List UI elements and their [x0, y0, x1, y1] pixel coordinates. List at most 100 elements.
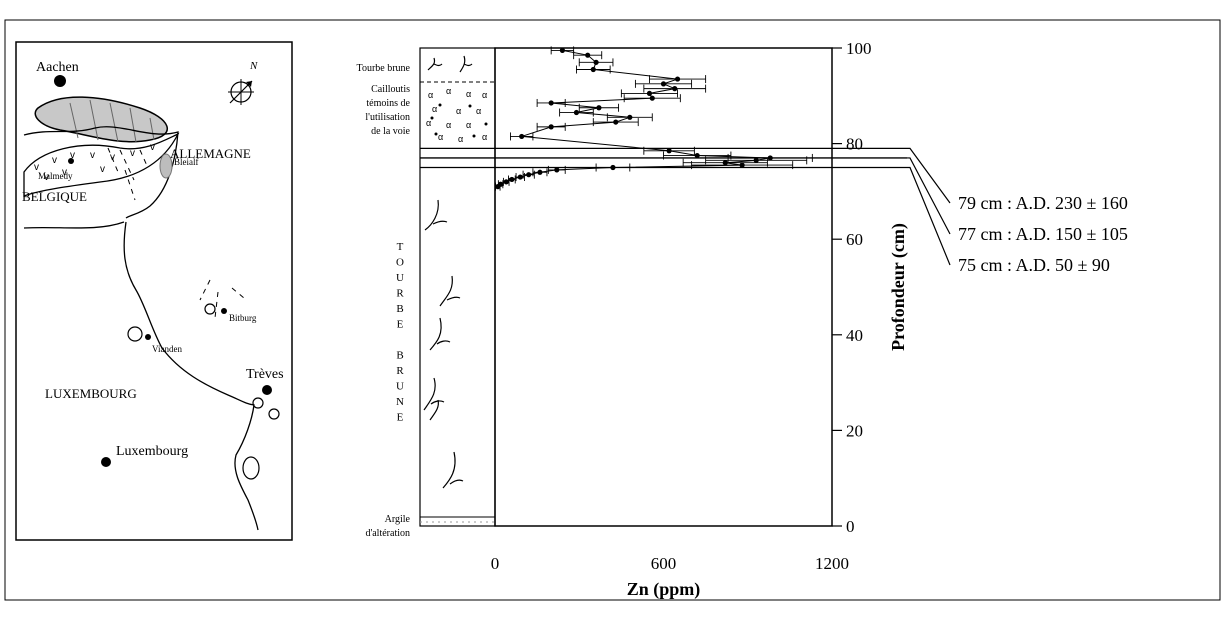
data-point	[649, 95, 655, 101]
svg-text:α: α	[482, 90, 487, 100]
label-treves: Trèves	[246, 367, 284, 382]
data-point	[694, 152, 700, 159]
label-cailloutis-2: témoins de	[366, 98, 410, 109]
data-point	[585, 52, 591, 58]
data-point	[674, 76, 681, 82]
data-point	[509, 176, 515, 183]
label-argile-2: d'altération	[365, 528, 410, 539]
tourbe-letter: E	[397, 412, 404, 424]
data-point	[590, 66, 596, 73]
svg-text:α: α	[456, 106, 461, 116]
data-point	[672, 86, 678, 92]
label-bleialf: Bleialf	[174, 157, 199, 167]
label-cailloutis-4: de la voie	[371, 126, 410, 137]
svg-text:α: α	[426, 118, 431, 128]
annotation-label: 79 cm : A.D. 230 ± 160	[958, 193, 1128, 213]
data-point	[666, 148, 672, 154]
svg-text:v: v	[100, 164, 105, 175]
x-axis-label: Zn (ppm)	[627, 579, 701, 600]
label-vianden: Vianden	[152, 344, 182, 354]
map-marker-vianden	[145, 334, 151, 340]
north-label: N	[249, 60, 258, 72]
map-marker-malmedy	[68, 158, 74, 164]
data-point	[593, 59, 599, 65]
svg-text:v: v	[44, 172, 49, 183]
svg-text:v: v	[52, 155, 57, 166]
svg-text:v: v	[150, 142, 155, 153]
svg-text:v: v	[70, 150, 75, 161]
tourbe-letter: E	[397, 319, 404, 331]
annotation-label: 75 cm : A.D. 50 ± 90	[958, 255, 1110, 275]
data-point	[517, 174, 523, 180]
data-point	[537, 169, 543, 175]
data-point	[613, 119, 619, 125]
svg-text:α: α	[432, 104, 437, 114]
label-bitburg: Bitburg	[229, 313, 257, 323]
annotation-label: 77 cm : A.D. 150 ± 105	[958, 224, 1128, 244]
svg-text:α: α	[446, 120, 451, 130]
x-tick-label: 0	[491, 554, 500, 573]
data-point	[660, 81, 667, 87]
data-point	[610, 164, 616, 171]
y-tick-label: 20	[846, 421, 863, 440]
x-tick-label: 600	[651, 554, 677, 573]
map-border-lu-de	[123, 221, 259, 531]
label-luxembourg: LUXEMBOURG	[45, 386, 137, 401]
north-arrow-icon	[228, 79, 254, 105]
x-tick-label: 1200	[815, 554, 849, 573]
tourbe-letter: T	[397, 241, 404, 253]
map-border-be-lu	[23, 221, 125, 229]
tourbe-letter: U	[396, 381, 404, 393]
column-labels: Tourbe brune Cailloutis témoins de l'uti…	[357, 63, 411, 539]
data-point	[646, 90, 653, 97]
svg-text:α: α	[458, 134, 463, 144]
svg-text:v: v	[90, 150, 95, 161]
annotation-leader	[907, 166, 951, 266]
svg-text:α: α	[438, 132, 443, 142]
label-cailloutis-3: l'utilisation	[365, 112, 410, 123]
tourbe-letter: B	[396, 303, 403, 315]
tourbe-letter: N	[396, 396, 404, 408]
svg-text:v: v	[62, 167, 67, 178]
label-aachen: Aachen	[36, 60, 79, 75]
data-point	[627, 114, 633, 120]
annotation-leader	[907, 157, 951, 235]
label-allemagne: ALLEMAGNE	[170, 146, 251, 161]
svg-text:v: v	[110, 152, 115, 163]
label-argile-1: Argile	[385, 514, 411, 525]
svg-text:α: α	[482, 132, 487, 142]
zinc-chart: 0 20 40 60 80 100 0 600 1200 Zn (ppm) Profondeur (…	[420, 39, 1128, 600]
y-tick-label: 60	[846, 230, 863, 249]
figure-border	[4, 19, 1221, 601]
data-point	[722, 160, 728, 166]
data-point	[753, 157, 759, 163]
label-luxembourg-city: Luxembourg	[116, 444, 188, 459]
label-cailloutis-1: Cailloutis	[371, 84, 410, 95]
zn-series-line	[497, 49, 771, 188]
data-point	[548, 100, 554, 106]
map-dashed-lines	[107, 147, 245, 319]
label-malmedy: Malmedy	[38, 171, 73, 181]
data-point	[495, 184, 501, 190]
map-marker-treves	[262, 385, 272, 395]
tourbe-letter: R	[396, 288, 404, 300]
y-tick-label: 0	[846, 517, 855, 536]
data-point	[519, 133, 525, 140]
svg-text:v: v	[34, 162, 39, 173]
data-point	[559, 47, 566, 53]
svg-text:α: α	[466, 120, 471, 130]
annotation-leader	[907, 147, 951, 204]
svg-text:α: α	[476, 106, 481, 116]
svg-text:α: α	[446, 86, 451, 96]
y-tick-label: 100	[846, 39, 872, 58]
map-border-be-de	[23, 126, 179, 219]
tourbe-letter: U	[396, 272, 404, 284]
data-point	[596, 105, 602, 111]
peat-symbols	[423, 55, 473, 489]
tourbe-letter: R	[396, 365, 404, 377]
map-open-sites	[127, 303, 280, 480]
